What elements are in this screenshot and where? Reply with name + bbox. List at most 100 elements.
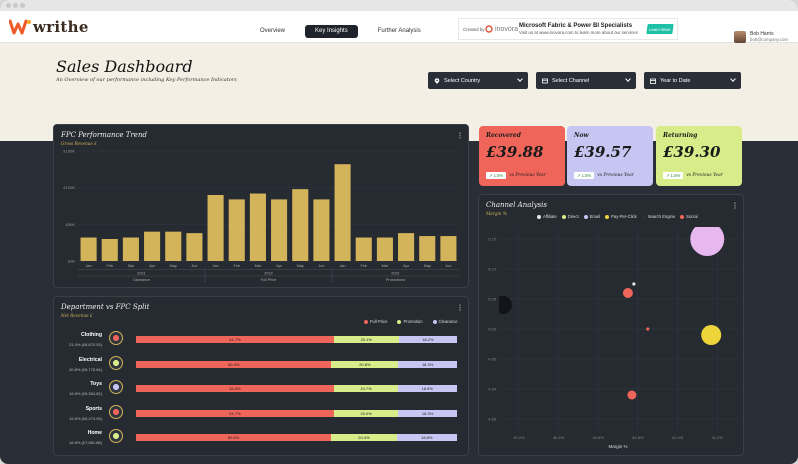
x-group-label: Clearance	[133, 278, 150, 282]
bar[interactable]	[271, 199, 288, 261]
dept-row[interactable]: Toys 19.8% (£8,354.82) 61.8% 19.7% 18.5%	[54, 378, 468, 402]
bubble-social[interactable]	[646, 327, 650, 331]
bar[interactable]	[398, 233, 415, 261]
channel-legend-item[interactable]: Direct	[561, 214, 579, 219]
x-tick-label: 40.4%	[553, 435, 565, 440]
country-select[interactable]: Select Country	[428, 72, 528, 89]
channel-legend-item[interactable]: Affiliate	[537, 214, 557, 219]
dept-stacked-bar[interactable]: 61.7% 20.1% 18.2%	[136, 336, 457, 343]
dept-share: 21.0% (£8,870.53)	[69, 342, 102, 347]
bar[interactable]	[376, 237, 393, 261]
kpi-card-recovered[interactable]: Recovered £39.88 ↗ 1.5% vs Previous Year	[479, 126, 565, 186]
bar[interactable]	[101, 239, 118, 261]
window-dot-maximize[interactable]	[20, 3, 25, 8]
bar-segment-promotion[interactable]: 20.4%	[331, 434, 397, 441]
bar[interactable]	[419, 236, 436, 261]
window-dot-close[interactable]	[6, 3, 11, 8]
app-logo[interactable]: writhe	[8, 18, 89, 36]
dept-row[interactable]: Sports 19.6% (£8,274.93) 61.7% 20.0% 18.3%	[54, 403, 468, 427]
bar-segment-clearance[interactable]: 18.2%	[398, 336, 457, 343]
bar[interactable]	[355, 237, 372, 261]
bar[interactable]	[165, 231, 182, 261]
x-tick-label: 40.2%	[513, 435, 525, 440]
x-tick-label: Jun	[191, 264, 197, 268]
x-tick-label: Mar	[382, 264, 389, 268]
dept-stacked-bar[interactable]: 61.8% 19.7% 18.5%	[136, 385, 457, 392]
bar-segment-full-price[interactable]: 61.7%	[136, 336, 335, 343]
dept-icon	[109, 429, 123, 443]
dept-stacked-bar[interactable]: 60.9% 20.8% 18.3%	[136, 360, 457, 368]
bubble-search-engine[interactable]	[494, 296, 512, 314]
kpi-label: Recovered	[486, 132, 521, 139]
dept-stacked-bar[interactable]: 61.7% 20.0% 18.3%	[136, 409, 457, 417]
bar[interactable]	[80, 237, 97, 261]
bar[interactable]	[228, 199, 245, 261]
kpi-card-returning[interactable]: Returning £39.30 ↗ 1.5% vs Previous Year	[656, 126, 742, 186]
legend-dot	[583, 214, 588, 219]
dept-row[interactable]: Electrical 20.8% (£8,778.84) 60.9% 20.8% 18.…	[54, 354, 468, 378]
bubble-social[interactable]	[627, 390, 637, 400]
bar-segment-promotion[interactable]: 20.8%	[331, 360, 399, 368]
bar-segment-promotion[interactable]: 19.7%	[334, 385, 398, 392]
fpc-trend-panel: FPC Performance Trend Gross Revenue £ £0…	[53, 124, 469, 288]
dept-stacked-bar[interactable]: 60.8% 20.4% 18.8%	[136, 434, 457, 441]
bubble-affiliate[interactable]	[632, 282, 636, 286]
bar[interactable]	[249, 193, 266, 261]
sponsor-logo: inovora	[485, 25, 519, 33]
bubble-social[interactable]	[622, 288, 633, 298]
dept-icon	[109, 404, 123, 419]
dept-share: 19.6% (£8,274.93)	[69, 415, 102, 421]
legend-label: Affiliate	[543, 214, 557, 219]
x-tick-label: Jun	[318, 264, 324, 268]
bar[interactable]	[207, 195, 224, 261]
channel-legend-item[interactable]: Email	[583, 214, 601, 219]
kpi-change-badge: ↗ 1.5%	[486, 172, 507, 179]
channel-legend-item[interactable]: Pay-Per-Click	[605, 214, 637, 219]
more-options-icon[interactable]	[734, 202, 736, 209]
x-tick-label: Mar	[255, 264, 262, 268]
bar[interactable]	[122, 237, 139, 261]
bar-segment-clearance[interactable]: 18.5%	[397, 385, 457, 392]
fpc-panel-subtitle: Gross Revenue £	[61, 141, 97, 146]
legend-label: Email	[589, 214, 601, 219]
y-tick-label: 5.10	[488, 267, 497, 272]
more-options-icon[interactable]	[459, 132, 461, 139]
bar[interactable]	[144, 231, 161, 261]
bar-segment-full-price[interactable]: 60.8%	[136, 434, 332, 441]
legend-clearance: Clearance	[432, 319, 458, 324]
dept-row[interactable]: Clothing 21.0% (£8,870.53) 61.7% 20.1% 18.2%	[54, 329, 468, 353]
bubble-email[interactable]	[690, 223, 725, 256]
window-dot-minimize[interactable]	[13, 3, 18, 8]
bar-segment-full-price[interactable]: 60.9%	[136, 360, 332, 368]
user-profile[interactable]: Bob Harris bob@company.com	[734, 31, 788, 43]
period-select[interactable]: Year to Date	[644, 72, 741, 89]
bar-segment-promotion[interactable]: 20.1%	[334, 336, 399, 343]
bar-segment-clearance[interactable]: 18.3%	[398, 360, 457, 368]
sponsor-banner[interactable]: Created by inovora Microsoft Fabric & Po…	[458, 18, 678, 40]
x-tick-label: Jun	[445, 264, 451, 268]
bar-segment-clearance[interactable]: 18.3%	[398, 409, 457, 417]
bar-segment-full-price[interactable]: 61.8%	[136, 385, 335, 392]
dept-row[interactable]: Home 18.8% (£7,981.88) 60.8% 20.4% 18.8%	[54, 427, 468, 451]
bar[interactable]	[186, 233, 203, 261]
bar[interactable]	[334, 164, 351, 261]
channel-legend-item[interactable]: Social	[680, 214, 698, 219]
legend-dot	[537, 214, 541, 219]
channel-icon	[542, 78, 548, 84]
bar-segment-full-price[interactable]: 61.7%	[136, 409, 335, 417]
learn-more-button[interactable]: Learn More	[646, 24, 674, 34]
tab-further-analysis[interactable]: Further Analysis	[377, 28, 421, 34]
bubble-pay-per-click[interactable]	[701, 325, 722, 345]
channel-legend-item[interactable]: Search Engine	[641, 214, 675, 219]
bar-segment-clearance[interactable]: 18.8%	[396, 434, 457, 441]
bar-segment-promotion[interactable]: 20.0%	[334, 409, 399, 417]
more-options-icon[interactable]	[459, 304, 461, 311]
tab-overview[interactable]: Overview	[260, 28, 286, 34]
bar[interactable]	[313, 199, 330, 261]
y-tick-label: 5.05	[488, 297, 497, 302]
bar[interactable]	[292, 189, 309, 261]
bar[interactable]	[440, 236, 457, 261]
kpi-card-new[interactable]: Now £39.57 ↗ 1.5% vs Previous Year	[567, 126, 653, 186]
channel-select[interactable]: Select Channel	[536, 72, 636, 89]
tab-key-insights[interactable]: Key Insights	[305, 25, 358, 38]
